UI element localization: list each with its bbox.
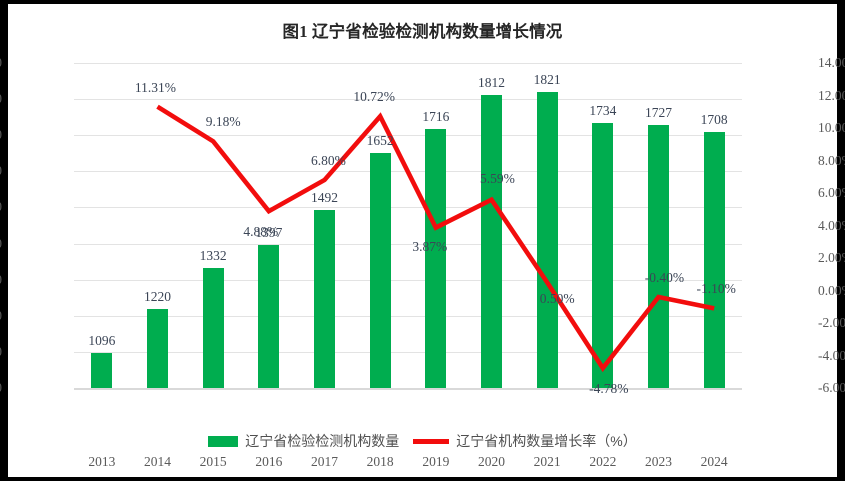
bar xyxy=(592,122,614,388)
bar xyxy=(536,91,558,388)
bar-value-label: 1220 xyxy=(143,288,171,304)
y-axis-right-tick-label: 12.00% xyxy=(818,87,845,103)
gridline xyxy=(74,315,742,317)
x-axis-tick-label: 2022 xyxy=(589,454,617,469)
gridline xyxy=(74,135,742,137)
bar-value-label: 1727 xyxy=(644,105,672,121)
line-value-label: 5.59% xyxy=(480,170,515,186)
y-axis-right-tick-label: 10.00% xyxy=(818,120,845,135)
y-axis-left-tick-label: 1900 xyxy=(0,56,2,70)
bar xyxy=(202,268,224,388)
bar xyxy=(258,244,280,388)
line-value-label: 0.50% xyxy=(539,291,575,307)
y-axis-right-tick-label: 14.00% xyxy=(818,55,845,70)
x-axis-tick-label: 2019 xyxy=(422,454,450,469)
y-axis-left-tick-label: 1500 xyxy=(0,200,2,214)
legend-line-swatch-icon xyxy=(413,438,450,444)
bar-value-label: 1716 xyxy=(422,109,450,125)
bar-value-label: 1492 xyxy=(310,190,338,206)
bar-value-label: 1821 xyxy=(533,71,561,87)
chart-card: 图1 辽宁省检验检测机构数量增长情况 190018001700160015001… xyxy=(0,4,845,477)
bar xyxy=(369,152,391,388)
chart-title: 图1 辽宁省检验检测机构数量增长情况 xyxy=(282,22,563,41)
line-value-label: 4.88% xyxy=(243,224,279,240)
bar-value-label: 1652 xyxy=(366,132,394,148)
line-value-label: -4.78% xyxy=(589,381,629,397)
line-series xyxy=(156,104,715,373)
line-value-label: 3.87% xyxy=(412,238,448,254)
bar xyxy=(91,353,113,388)
y-axis-left-tick-label: 1700 xyxy=(0,128,2,142)
y-axis-left-tick-label: 1100 xyxy=(0,345,2,359)
y-axis-right-tick-label: 8.00% xyxy=(818,152,845,168)
bar xyxy=(481,94,502,388)
bar-value-label: 1708 xyxy=(700,112,728,128)
gridline xyxy=(74,388,742,390)
chart-legend: 辽宁省检验检测机构数量 辽宁省机构数量增长率（%） xyxy=(8,431,837,451)
y-axis-right-tick-label: -6.00% xyxy=(818,380,845,395)
y-axis-left-tick-label: 1200 xyxy=(0,309,2,323)
x-axis-tick-label: 2013 xyxy=(88,454,116,469)
y-axis-left-tick-label: 1600 xyxy=(0,164,2,178)
y-axis-right-tick-label: -2.00% xyxy=(818,315,845,330)
bar xyxy=(703,132,725,388)
gridline xyxy=(74,99,742,101)
y-axis-right-tick-label: -4.00% xyxy=(818,347,845,363)
line-value-label: -1.10% xyxy=(696,281,736,297)
line-value-label: 11.31% xyxy=(134,79,177,95)
y-axis-right-tick-label: 0.00% xyxy=(818,282,845,298)
bar-value-label: 1096 xyxy=(88,333,116,349)
bar-value-label: 1332 xyxy=(199,248,227,264)
line-value-label: 10.72% xyxy=(353,89,395,105)
y-axis-right-tick-label: 6.00% xyxy=(818,185,845,200)
x-axis-tick-label: 2017 xyxy=(310,454,338,469)
bar xyxy=(425,129,447,388)
y-axis-left-tick-label: 1300 xyxy=(0,273,2,287)
x-axis-tick-label: 2021 xyxy=(533,454,561,469)
bar xyxy=(147,308,168,388)
gridline xyxy=(74,279,742,281)
bar-value-label: 1397 xyxy=(255,224,283,240)
plot-area: 1900 1800 1700 1600 1500 1400 1300 1200 1100 1000… xyxy=(0,56,845,468)
legend-item-label: 辽宁省检验检测机构数量 xyxy=(245,433,400,449)
y-axis-left-tick-label: 1800 xyxy=(0,92,2,106)
gridline xyxy=(74,351,742,353)
y-axis-right-tick-label: 4.00% xyxy=(818,217,845,233)
line-value-label: -0.40% xyxy=(644,270,685,285)
bar-value-label: 1812 xyxy=(477,74,505,90)
legend-item[interactable]: 辽宁省检验检测机构数量 xyxy=(208,431,399,451)
y-axis-right-tick-label: 2.00% xyxy=(818,250,845,265)
x-axis-tick-label: 2023 xyxy=(644,454,672,469)
legend-item-label: 辽宁省机构数量增长率（%） xyxy=(456,433,637,449)
line-value-label: 9.18% xyxy=(205,114,241,130)
x-axis-tick-label: 2015 xyxy=(199,454,227,469)
x-axis-tick-label: 2016 xyxy=(255,454,283,469)
legend-item[interactable]: 辽宁省机构数量增长率（%） xyxy=(413,431,637,451)
gridline xyxy=(74,63,742,64)
bar xyxy=(314,210,335,388)
gridline xyxy=(74,207,742,209)
x-axis-tick-label: 2018 xyxy=(366,454,394,469)
y-axis-left-tick-label: 1000 xyxy=(0,381,2,395)
gridline xyxy=(74,243,742,245)
x-axis-tick-label: 2024 xyxy=(700,454,728,469)
x-axis-tick-label: 2014 xyxy=(143,454,171,469)
bar xyxy=(648,125,669,388)
legend-bar-swatch-icon xyxy=(208,435,239,447)
y-axis-left-tick-label: 1400 xyxy=(0,237,2,251)
bar-value-label: 1734 xyxy=(589,102,617,118)
line-value-label: 6.80% xyxy=(311,153,346,168)
x-axis-tick-label: 2020 xyxy=(477,454,505,469)
